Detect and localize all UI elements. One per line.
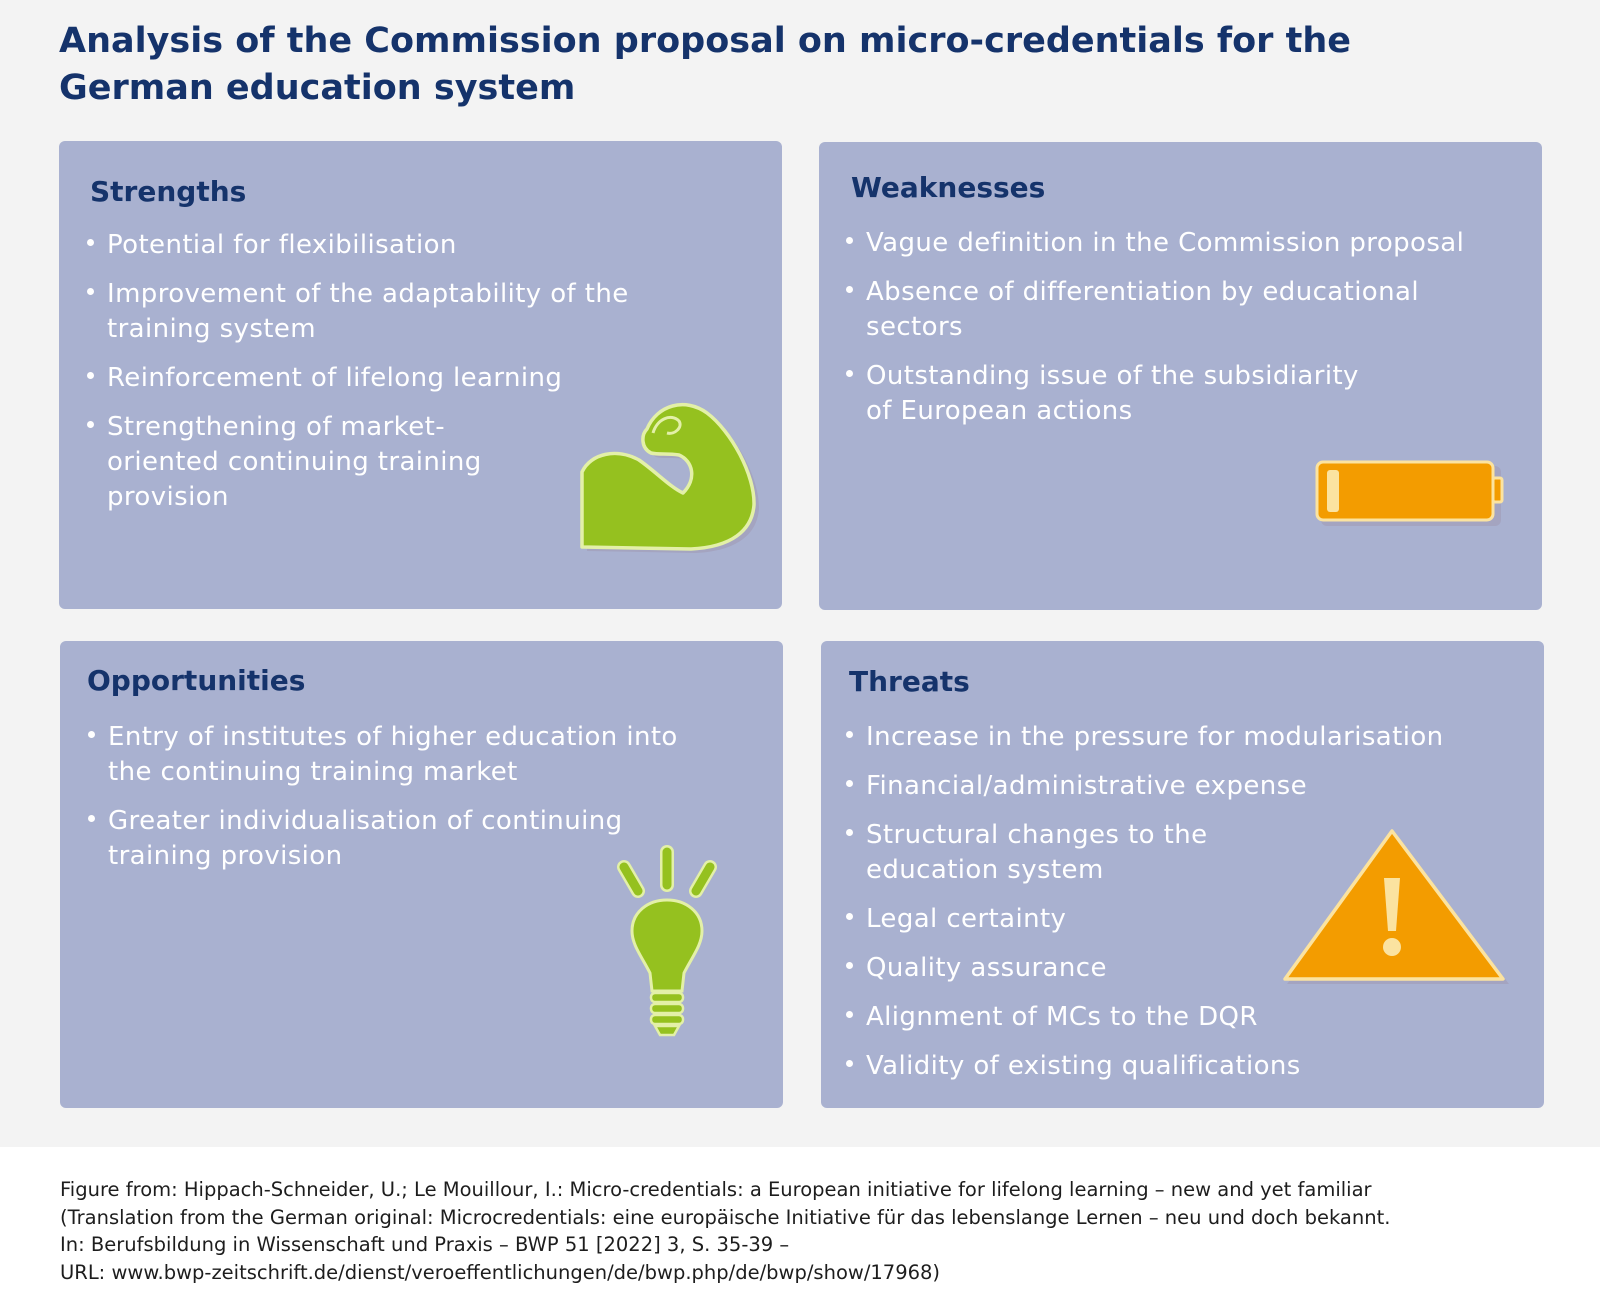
threats-item: Increase in the pressure for modularisat… bbox=[843, 720, 1523, 755]
weaknesses-item: Absence of differentiation by educationa… bbox=[843, 275, 1523, 345]
strengths-item: Improvement of the adaptability of the t… bbox=[84, 277, 724, 347]
weaknesses-card: Weaknesses Vague definition in the Commi… bbox=[819, 142, 1542, 610]
threats-item: Validity of existing qualifications bbox=[843, 1049, 1523, 1084]
threats-item: Legal certainty bbox=[843, 902, 1523, 937]
citation-url-line: URL: www.bwp-zeitschrift.de/dienst/veroe… bbox=[60, 1260, 941, 1284]
opportunities-heading: Opportunities bbox=[87, 664, 306, 697]
weaknesses-item: Outstanding issue of the subsidiarity of… bbox=[843, 359, 1366, 429]
light-bulb-icon bbox=[617, 845, 717, 1037]
citation-line: In: Berufsbildung in Wissenschaft und Pr… bbox=[60, 1233, 790, 1256]
flexed-arm-icon bbox=[580, 403, 760, 553]
weaknesses-heading: Weaknesses bbox=[851, 171, 1046, 204]
threats-card: Threats Increase in the pressure for mod… bbox=[821, 641, 1544, 1108]
threats-item: Structural changes to the education syst… bbox=[843, 818, 1236, 888]
strengths-list: Potential for flexibilisation Improvemen… bbox=[84, 228, 724, 529]
threats-item: Quality assurance bbox=[843, 951, 1523, 986]
page-title: Analysis of the Commission proposal on m… bbox=[59, 18, 1359, 112]
low-battery-icon bbox=[1315, 460, 1504, 526]
opportunities-item: Greater individualisation of continuing … bbox=[85, 804, 638, 874]
strengths-item: Potential for flexibilisation bbox=[84, 228, 724, 263]
strengths-card: Strengths Potential for flexibilisation … bbox=[59, 141, 782, 609]
threats-heading: Threats bbox=[849, 665, 970, 698]
opportunities-list: Entry of institutes of higher education … bbox=[85, 720, 725, 888]
title-line-1: Analysis of the Commission proposal on m… bbox=[59, 21, 1351, 61]
threats-list: Increase in the pressure for modularisat… bbox=[843, 720, 1523, 1098]
threats-item: Financial/administrative expense bbox=[843, 769, 1523, 804]
strengths-heading: Strengths bbox=[90, 175, 247, 208]
infographic-area: Analysis of the Commission proposal on m… bbox=[0, 0, 1600, 1147]
opportunities-item: Entry of institutes of higher education … bbox=[85, 720, 725, 790]
threats-item: Alignment of MCs to the DQR bbox=[843, 1000, 1523, 1035]
figure-citation: Figure from: Hippach-Schneider, U.; Le M… bbox=[60, 1176, 1560, 1286]
opportunities-card: Opportunities Entry of institutes of hig… bbox=[60, 641, 783, 1108]
strengths-item: Reinforcement of lifelong learning bbox=[84, 361, 724, 396]
weaknesses-list: Vague definition in the Commission propo… bbox=[843, 226, 1523, 443]
citation-line: Figure from: Hippach-Schneider, U.; Le M… bbox=[60, 1178, 1372, 1201]
citation-line: (Translation from the German original: M… bbox=[60, 1205, 1391, 1229]
weaknesses-item: Vague definition in the Commission propo… bbox=[843, 226, 1523, 261]
title-line-2: German education system bbox=[59, 68, 576, 108]
strengths-item: Strengthening of market-oriented continu… bbox=[84, 410, 557, 515]
warning-triangle-icon bbox=[1283, 829, 1509, 984]
